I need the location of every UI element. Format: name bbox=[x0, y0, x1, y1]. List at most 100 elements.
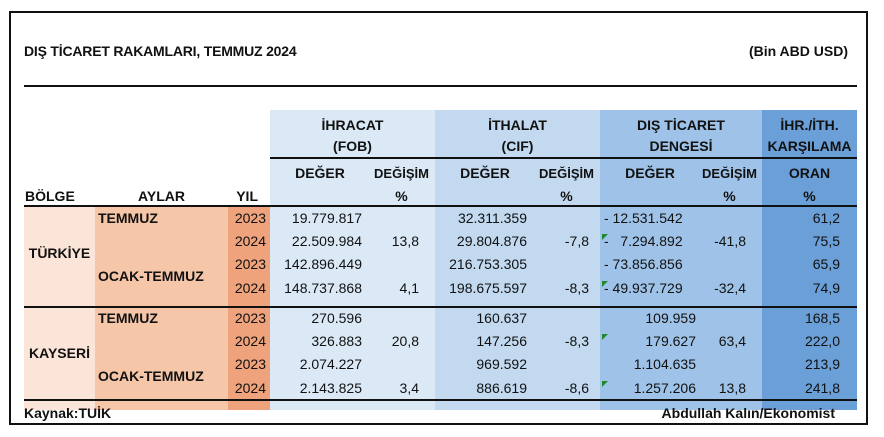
ithalat-header-line1: İTHALAT bbox=[488, 117, 547, 133]
year-cell: 2024 bbox=[234, 233, 266, 250]
ihracat-change: 20,8 bbox=[391, 333, 419, 350]
oran-header-line2: KARŞILAMA bbox=[767, 138, 852, 154]
cell-indicator-icon bbox=[602, 280, 608, 287]
ihracat-value: 22.509.984 bbox=[291, 233, 362, 250]
ihracat-value: 2.074.227 bbox=[299, 356, 362, 373]
denge-change: -41,8 bbox=[714, 233, 746, 250]
ithalat-value: 198.675.597 bbox=[449, 279, 527, 296]
group-divider bbox=[24, 306, 857, 308]
year-cell: 2023 bbox=[234, 256, 266, 273]
oran-value: 75,5 bbox=[812, 233, 840, 250]
ithalat-deger-header: DEĞER bbox=[460, 165, 510, 181]
yil-column-bg bbox=[228, 206, 270, 410]
aylar-header: AYLAR bbox=[138, 188, 185, 204]
year-cell: 2024 bbox=[234, 379, 266, 396]
ihracat-change: 13,8 bbox=[391, 233, 419, 250]
ihracat-header-line1: İHRACAT bbox=[321, 117, 384, 133]
ithalat-change: -8,6 bbox=[564, 379, 589, 396]
oran-value: 168,5 bbox=[804, 310, 840, 326]
denge-column-bg bbox=[600, 110, 762, 410]
period-label: TEMMUZ bbox=[98, 310, 158, 326]
author-label: Abdullah Kalın/Ekonomist bbox=[661, 405, 835, 421]
year-cell: 2023 bbox=[234, 356, 266, 373]
ithalat-value: 147.256 bbox=[476, 333, 527, 350]
region-label: KAYSERİ bbox=[29, 344, 90, 361]
oran-value: 74,9 bbox=[812, 279, 840, 296]
ithalat-value: 32.311.359 bbox=[457, 210, 527, 226]
ihracat-column-bg bbox=[270, 110, 435, 410]
oran-value: 222,0 bbox=[804, 333, 840, 350]
ihracat-header-line2: (FOB) bbox=[333, 138, 372, 154]
denge-change: -32,4 bbox=[714, 279, 746, 296]
denge-change: 63,4 bbox=[718, 333, 746, 350]
oran-value: 65,9 bbox=[812, 256, 840, 273]
ihracat-deger-header: DEĞER bbox=[295, 165, 345, 181]
oran-column-bg bbox=[762, 110, 857, 410]
year-cell: 2023 bbox=[234, 310, 266, 326]
oran-value: 241,8 bbox=[804, 379, 840, 396]
denge-degisim-header: DEĞİŞİM bbox=[702, 166, 757, 181]
ithalat-degisim-header: DEĞİŞİM bbox=[539, 166, 594, 181]
denge-pct-header: % bbox=[723, 188, 736, 204]
denge-deger-header: DEĞER bbox=[625, 165, 675, 181]
ithalat-value: 29.804.876 bbox=[456, 233, 527, 250]
ithalat-change: -8,3 bbox=[564, 333, 589, 350]
denge-value: - 12.531.542 bbox=[604, 210, 683, 226]
ihracat-change: 4,1 bbox=[399, 279, 419, 296]
denge-value: - 7.294.892 bbox=[604, 233, 683, 250]
ihracat-value: 142.896.449 bbox=[284, 256, 362, 273]
ihracat-value: 148.737.868 bbox=[284, 279, 362, 296]
denge-value: 179.627 bbox=[645, 333, 696, 350]
header-divider bbox=[270, 157, 857, 159]
oran-header-line1: İHR./İTH. bbox=[780, 117, 839, 133]
period-label: OCAK-TEMMUZ bbox=[98, 268, 204, 284]
region-label: TÜRKİYE bbox=[28, 244, 91, 261]
oran-value: 213,9 bbox=[804, 356, 840, 373]
denge-header-line1: DIŞ TİCARET bbox=[637, 117, 725, 133]
ihracat-value: 270.596 bbox=[311, 310, 362, 326]
oran-value: 61,2 bbox=[812, 210, 840, 226]
bolge-header: BÖLGE bbox=[25, 188, 75, 204]
denge-header-line2: DENGESİ bbox=[649, 138, 713, 154]
denge-value: - 73.856.856 bbox=[604, 256, 683, 273]
ihracat-value: 19.779.817 bbox=[291, 210, 362, 226]
denge-change: 13,8 bbox=[718, 379, 746, 396]
period-label: OCAK-TEMMUZ bbox=[98, 368, 204, 384]
title-divider bbox=[24, 85, 857, 87]
ihracat-degisim-header: DEĞİŞİM bbox=[374, 166, 429, 181]
denge-value: - 49.937.729 bbox=[604, 279, 683, 296]
report-title: DIŞ TİCARET RAKAMLARI, TEMMUZ 2024 bbox=[24, 43, 297, 59]
ithalat-column-bg bbox=[435, 110, 600, 410]
ithalat-header-line2: (CIF) bbox=[501, 138, 534, 154]
ithalat-change: -7,8 bbox=[564, 233, 589, 250]
aylar-column-bg bbox=[95, 206, 228, 410]
cell-indicator-icon bbox=[602, 334, 608, 341]
ithalat-change: -8,3 bbox=[564, 279, 589, 296]
denge-value: 109.959 bbox=[645, 310, 696, 326]
yil-header: YIL bbox=[236, 188, 258, 204]
unit-label: (Bin ABD USD) bbox=[748, 43, 848, 59]
ithalat-pct-header: % bbox=[560, 188, 573, 204]
cell-indicator-icon bbox=[602, 234, 608, 241]
ihracat-value: 326.883 bbox=[311, 333, 362, 350]
ithalat-value: 160.637 bbox=[476, 310, 527, 326]
bolge-column-bg bbox=[24, 206, 95, 410]
ithalat-value: 886.619 bbox=[476, 379, 527, 396]
oran-pct-header: % bbox=[803, 188, 816, 204]
source-label: Kaynak:TUİK bbox=[24, 405, 112, 421]
table-bottom-divider bbox=[24, 399, 857, 401]
ihracat-change: 3,4 bbox=[399, 379, 419, 396]
ithalat-value: 216.753.305 bbox=[449, 256, 527, 273]
denge-value: 1.104.635 bbox=[633, 356, 696, 373]
ihracat-pct-header: % bbox=[395, 188, 408, 204]
year-cell: 2024 bbox=[234, 333, 266, 350]
ithalat-value: 969.592 bbox=[476, 356, 527, 373]
denge-value: 1.257.206 bbox=[633, 379, 696, 396]
year-cell: 2024 bbox=[234, 279, 266, 296]
ihracat-value: 2.143.825 bbox=[299, 379, 362, 396]
cell-indicator-icon bbox=[602, 380, 608, 387]
period-label: TEMMUZ bbox=[98, 210, 158, 226]
oran-sub-header: ORAN bbox=[788, 165, 831, 181]
header-bottom-divider bbox=[24, 205, 857, 207]
year-cell: 2023 bbox=[234, 210, 266, 226]
